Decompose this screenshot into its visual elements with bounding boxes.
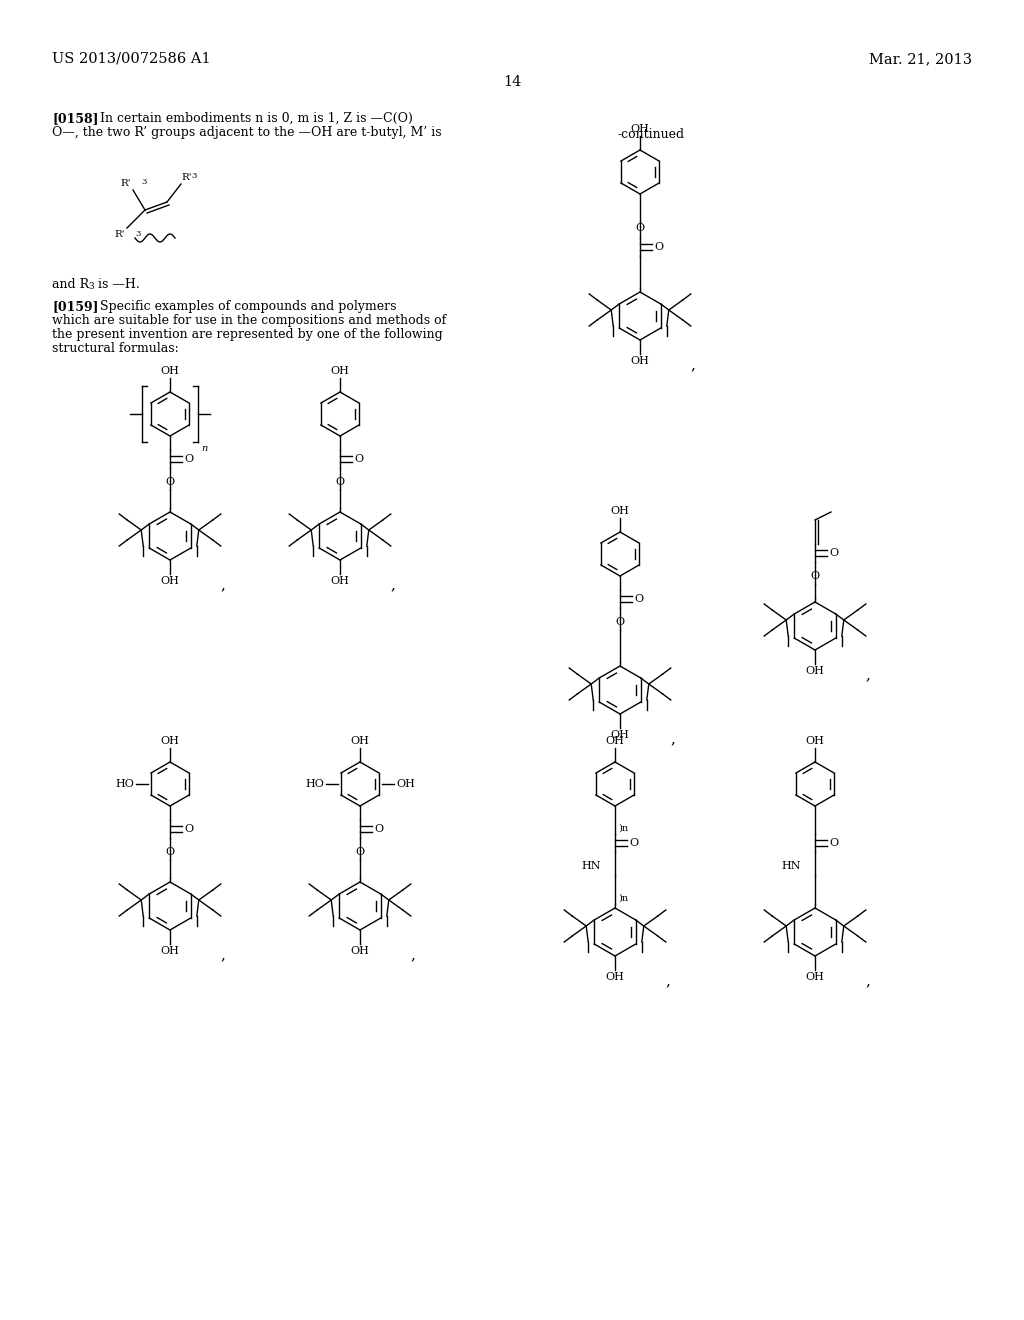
Text: O—, the two R’ groups adjacent to the —OH are t-butyl, M’ is: O—, the two R’ groups adjacent to the —O…: [52, 125, 441, 139]
Text: O: O: [829, 838, 838, 847]
Text: O: O: [654, 242, 664, 252]
Text: and R: and R: [52, 279, 89, 290]
Text: ,: ,: [390, 578, 395, 591]
Text: O: O: [629, 838, 638, 847]
Text: 3: 3: [88, 282, 93, 290]
Text: ,: ,: [865, 974, 869, 987]
Text: O: O: [615, 616, 624, 627]
Text: ,: ,: [410, 948, 415, 962]
Text: O: O: [374, 824, 383, 834]
Text: OH: OH: [605, 972, 625, 982]
Text: the present invention are represented by one of the following: the present invention are represented by…: [52, 327, 442, 341]
Text: HO: HO: [305, 779, 324, 789]
Text: OH: OH: [631, 124, 649, 135]
Text: OH: OH: [161, 737, 179, 746]
Text: OH: OH: [610, 506, 630, 516]
Text: 3: 3: [191, 172, 197, 180]
Text: ,: ,: [690, 358, 695, 372]
Text: O: O: [635, 223, 644, 234]
Text: HN: HN: [781, 861, 801, 871]
Text: 14: 14: [503, 75, 521, 88]
Text: [0158]: [0158]: [52, 112, 98, 125]
Text: OH: OH: [350, 946, 370, 956]
Text: HO: HO: [115, 779, 134, 789]
Text: Mar. 21, 2013: Mar. 21, 2013: [869, 51, 972, 66]
Text: O: O: [829, 548, 838, 558]
Text: In certain embodiments n is 0, m is 1, Z is —C(O): In certain embodiments n is 0, m is 1, Z…: [100, 112, 413, 125]
Text: )n: )n: [618, 824, 628, 833]
Text: 3: 3: [141, 178, 146, 186]
Text: OH: OH: [631, 356, 649, 366]
Text: ,: ,: [670, 733, 675, 746]
Text: OH: OH: [331, 366, 349, 376]
Text: OH: OH: [161, 946, 179, 956]
Text: )n: )n: [618, 894, 628, 903]
Text: ,: ,: [220, 578, 225, 591]
Text: n: n: [201, 444, 207, 453]
Text: HN: HN: [582, 861, 601, 871]
Text: 3: 3: [135, 230, 140, 238]
Text: O: O: [355, 847, 365, 857]
Text: OH: OH: [161, 576, 179, 586]
Text: OH: OH: [396, 779, 415, 789]
Text: ,: ,: [220, 948, 225, 962]
Text: OH: OH: [350, 737, 370, 746]
Text: O: O: [634, 594, 643, 605]
Text: O: O: [335, 477, 344, 487]
Text: OH: OH: [331, 576, 349, 586]
Text: O: O: [165, 847, 174, 857]
Text: O: O: [184, 824, 194, 834]
Text: -continued: -continued: [618, 128, 685, 141]
Text: OH: OH: [605, 737, 625, 746]
Text: O: O: [184, 454, 194, 465]
Text: OH: OH: [806, 667, 824, 676]
Text: O: O: [165, 477, 174, 487]
Text: R': R': [121, 180, 131, 187]
Text: OH: OH: [806, 737, 824, 746]
Text: structural formulas:: structural formulas:: [52, 342, 179, 355]
Text: ,: ,: [665, 974, 670, 987]
Text: R': R': [181, 173, 191, 182]
Text: O: O: [354, 454, 364, 465]
Text: OH: OH: [806, 972, 824, 982]
Text: US 2013/0072586 A1: US 2013/0072586 A1: [52, 51, 211, 66]
Text: which are suitable for use in the compositions and methods of: which are suitable for use in the compos…: [52, 314, 446, 327]
Text: O: O: [810, 572, 819, 581]
Text: OH: OH: [161, 366, 179, 376]
Text: OH: OH: [610, 730, 630, 741]
Text: ,: ,: [865, 668, 869, 682]
Text: is —H.: is —H.: [94, 279, 139, 290]
Text: R': R': [115, 230, 125, 239]
Text: Specific examples of compounds and polymers: Specific examples of compounds and polym…: [100, 300, 396, 313]
Text: [0159]: [0159]: [52, 300, 98, 313]
